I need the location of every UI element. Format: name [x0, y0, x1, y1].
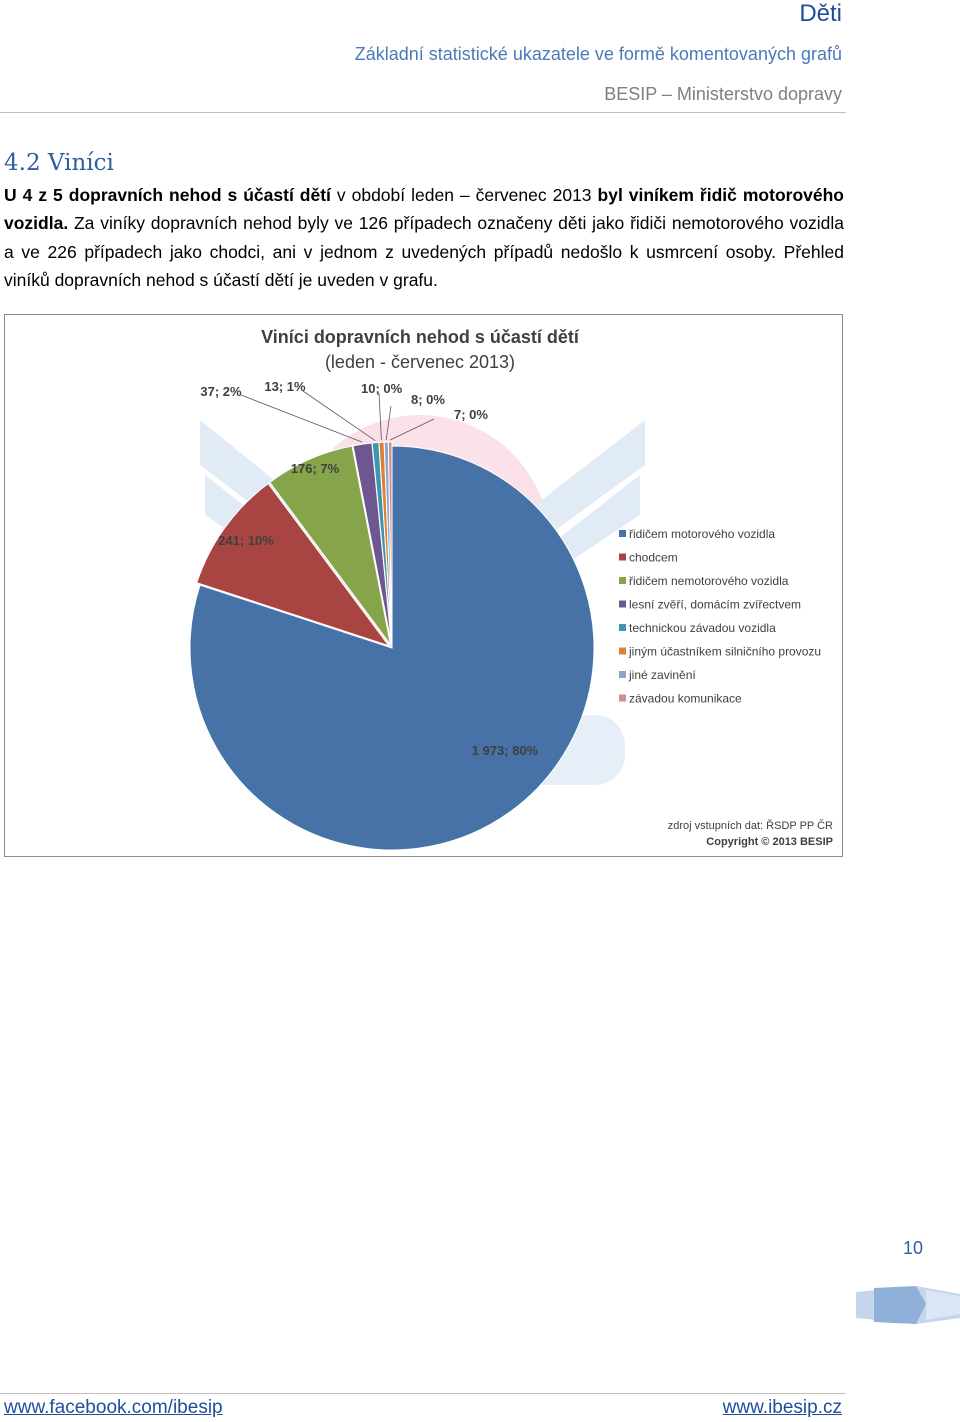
pie-leader-lines	[240, 390, 435, 443]
legend-swatch-chodcem	[619, 553, 626, 561]
leader-line-jine-zavineni	[385, 405, 392, 441]
para-text-5: Přehled viníků dopravních nehod s účastí…	[4, 241, 844, 291]
data-label-chodcem: 241; 10%	[218, 533, 274, 548]
section-heading: 4.2 Viníci	[4, 150, 114, 176]
legend-swatch-jine-zavineni	[619, 671, 626, 678]
pie-slice-ridicem-motoroveho-vozidla	[189, 445, 595, 851]
legend-label-jine-zavineni: jiné zavinění	[628, 668, 696, 682]
page-corner-decoration	[856, 1286, 960, 1324]
data-label-jinym-ucastnikem-silnicniho-provozu: 10; 0%	[361, 381, 403, 396]
para-bold-3: byl viníkem řidič motorového vozidla.	[4, 185, 844, 234]
data-label-lesni-zveri-domacim-zvirectvem: 37; 2%	[200, 384, 242, 399]
pie-data-labels: 1 973; 80% 241; 10% 176; 7% 37; 2% 13; 1% 10;…	[200, 379, 538, 758]
legend-swatch-technickou-zavadou-vozidla	[619, 624, 626, 631]
legend-swatch-zavadou-komunikace	[619, 694, 626, 702]
data-label-ridicem-motoroveho-vozidla: 1 973; 80%	[472, 743, 539, 758]
legend-label-chodcem: chodcem	[629, 551, 678, 565]
legend-swatch-lesni-zveri-domacim-zvirectvem	[619, 600, 626, 608]
pie-slice-chodcem	[196, 482, 391, 647]
pie-slice-zavadou-komunikace	[387, 441, 393, 645]
pie-slice-ridicem-nemotoroveho-vozidla	[269, 445, 391, 645]
leader-line-zavadou-komunikace	[389, 418, 435, 441]
leader-line-technickou-zavadou-vozidla	[302, 390, 376, 441]
page-number: 10	[903, 1238, 924, 1258]
data-label-ridicem-nemotoroveho-vozidla: 176; 7%	[291, 461, 340, 476]
data-label-technickou-zavadou-vozidla: 13; 1%	[264, 379, 306, 394]
legend-label-ridicem-motoroveho-vozidla: řidičem motorového vozidla	[629, 527, 775, 541]
leader-line-lesni-zveri-domacim-zvirectvem	[240, 394, 363, 443]
document-subtitle: Základní statistické ukazatele ve formě …	[354, 44, 842, 64]
chart-title: Viníci dopravních nehod s účastí dětí	[261, 327, 580, 347]
chart-source: zdroj vstupních dat: ŘSDP PP ČR	[668, 819, 833, 832]
data-label-zavadou-komunikace: 7; 0%	[454, 407, 488, 422]
legend-swatch-ridicem-nemotoroveho-vozidla	[619, 577, 626, 584]
legend-label-ridicem-nemotoroveho-vozidla: řidičem nemotorového vozidla	[629, 574, 789, 588]
document-title: Děti	[799, 0, 842, 27]
chart-copyright: Copyright © 2013 BESIP	[706, 836, 833, 848]
chart-subtitle: (leden - červenec 2013)	[325, 352, 515, 372]
footer-divider	[0, 1393, 846, 1394]
leader-line-jinym-ucastnikem-silnicniho-provozu	[378, 392, 382, 441]
para-text-4: Za viníky dopravních nehod byly ve 126 p…	[4, 213, 844, 262]
website-link[interactable]: www.ibesip.cz	[722, 1397, 842, 1418]
pie-chart-frame: Viníci dopravních nehod s účastí dětí (l…	[4, 314, 843, 857]
legend-label-technickou-zavadou-vozidla: technickou závadou vozidla	[629, 621, 776, 635]
chart-legend: řidičem motorového vozidla chodcem řidičem…	[619, 527, 821, 706]
legend-swatch-ridicem-motoroveho-vozidla	[619, 530, 626, 537]
data-label-jine-zavineni: 8; 0%	[411, 392, 445, 407]
facebook-link[interactable]: www.facebook.com/ibesip	[4, 1397, 223, 1418]
legend-swatch-jinym-ucastnikem-silnicniho-provozu	[619, 647, 626, 655]
legend-label-jinym-ucastnikem-silnicniho-provozu: jiným účastníkem silničního provozu	[628, 645, 821, 659]
header-divider	[0, 112, 846, 113]
pie-chart: Viníci dopravních nehod s účastí dětí (l…	[189, 327, 833, 851]
pie-slices	[189, 441, 595, 851]
document-organization: BESIP – Ministerstvo dopravy	[604, 84, 842, 104]
para-text-2: v období leden – červenec 2013	[330, 185, 598, 205]
legend-label-zavadou-komunikace: závadou komunikace	[629, 692, 742, 706]
legend-label-lesni-zveri-domacim-zvirectvem: lesní zvěří, domácím zvířectvem	[629, 598, 801, 612]
para-bold-1: U 4 z 5 dopravních nehod s účastí dětí	[4, 185, 331, 205]
section-paragraph: U 4 z 5 dopravních nehod s účastí dětí v…	[4, 181, 844, 295]
